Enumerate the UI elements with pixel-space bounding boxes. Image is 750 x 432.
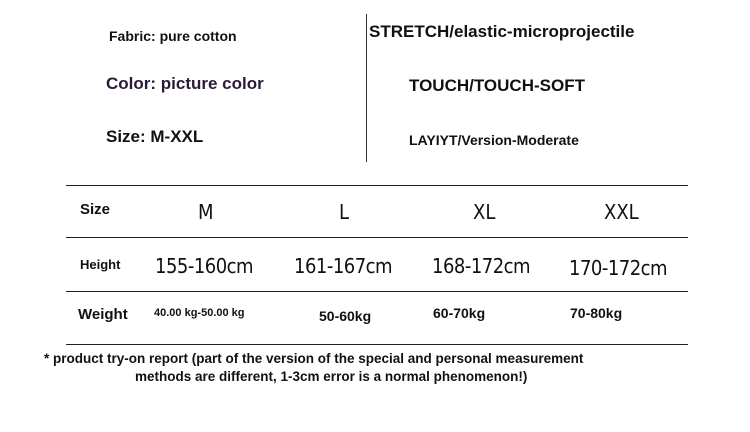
note-line-1: * product try-on report (part of the ver… xyxy=(44,351,584,366)
table-cell: 60-70kg xyxy=(433,305,486,321)
row-label-height: Height xyxy=(80,257,121,272)
table-cell: 161-167cm xyxy=(294,254,393,278)
table-rule-top xyxy=(66,185,688,186)
table-rule-bottom xyxy=(66,344,688,345)
table-rule-2 xyxy=(66,291,688,292)
divider-vertical xyxy=(366,14,367,162)
touch-spec: TOUCH/TOUCH-SOFT xyxy=(409,76,585,95)
table-cell: 168-172cm xyxy=(432,254,531,278)
table-cell: L xyxy=(339,200,350,224)
size-spec: Size: M-XXL xyxy=(106,127,204,146)
table-cell: 70-80kg xyxy=(570,305,623,321)
color-spec: Color: picture color xyxy=(106,74,264,93)
table-rule-1 xyxy=(66,237,688,238)
table-cell: 50-60kg xyxy=(319,308,372,324)
layout-spec: LAYIYT/Version-Moderate xyxy=(409,132,579,148)
table-cell: 170-172cm xyxy=(569,256,668,280)
stretch-spec: STRETCH/elastic-microprojectile xyxy=(369,22,635,41)
row-label-size: Size xyxy=(80,201,111,218)
table-cell: M xyxy=(198,200,214,224)
table-cell: XL xyxy=(473,200,496,224)
row-label-weight: Weight xyxy=(78,306,128,323)
fabric-spec: Fabric: pure cotton xyxy=(109,28,237,44)
table-cell: 40.00 kg-50.00 kg xyxy=(154,307,245,319)
note-line-2: methods are different, 1-3cm error is a … xyxy=(135,369,528,384)
table-cell: XXL xyxy=(604,200,639,224)
table-cell: 155-160cm xyxy=(155,254,254,278)
